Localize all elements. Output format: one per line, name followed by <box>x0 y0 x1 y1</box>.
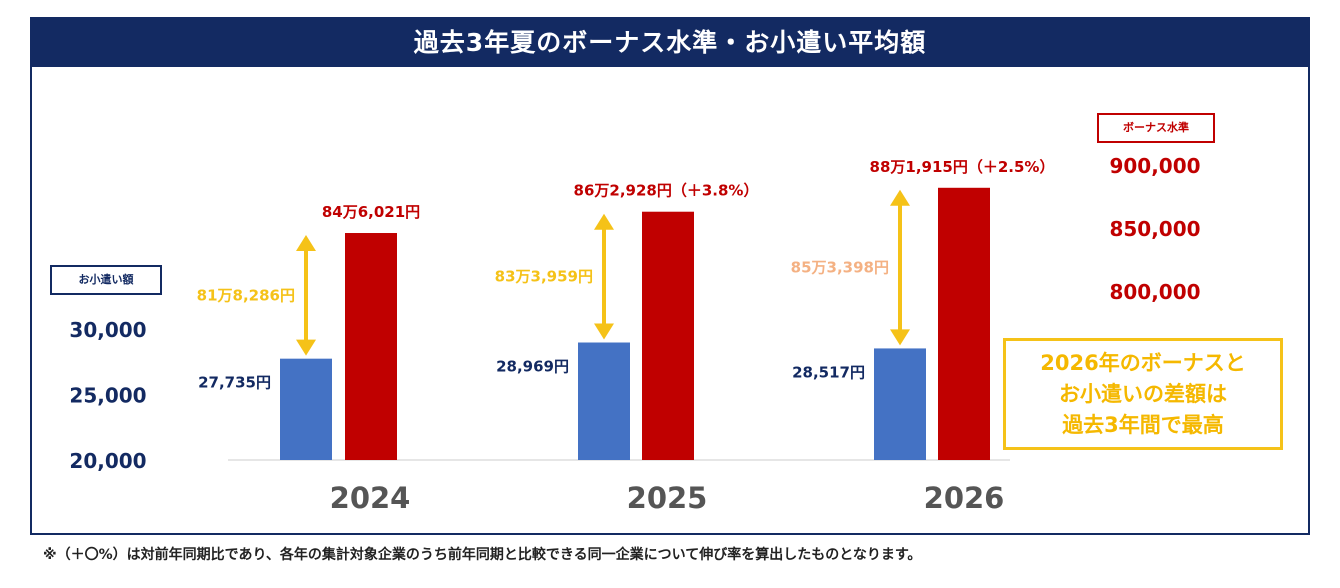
right-axis-label: ボーナス水準 <box>1097 113 1215 143</box>
right-tick-label: 850,000 <box>1109 217 1200 241</box>
difference-value-label: 83万3,959円 <box>495 268 593 286</box>
callout-line-3: 過去3年間で最高 <box>1062 412 1224 437</box>
allowance-value-label: 28,517円 <box>792 363 865 381</box>
chart-title: 過去3年夏のボーナス水準・お小遣い平均額 <box>32 19 1308 67</box>
difference-value-label: 85万3,398円 <box>791 259 889 277</box>
bonus-bar <box>938 187 990 460</box>
left-tick-label: 20,000 <box>69 449 146 473</box>
bonus-value-label: 84万6,021円 <box>322 203 420 221</box>
allowance-bar <box>280 358 332 460</box>
difference-value-label: 81万8,286円 <box>197 286 295 304</box>
difference-arrow-head-up <box>296 235 316 252</box>
allowance-value-label: 27,735円 <box>198 374 271 392</box>
category-label: 2025 <box>627 481 708 515</box>
footnote: ※（＋〇%）は対前年同期比であり、各年の集計対象企業のうち前年同期と比較できる同… <box>43 547 922 563</box>
callout-line-2: お小遣いの差額は <box>1059 381 1227 406</box>
bonus-bar <box>642 211 694 460</box>
difference-arrow-head-down <box>296 339 316 356</box>
right-tick-label: 900,000 <box>1109 154 1200 178</box>
left-tick-label: 25,000 <box>69 384 146 408</box>
left-axis-label: お小遣い額 <box>50 265 162 295</box>
category-label: 2024 <box>330 481 411 515</box>
bonus-bar <box>345 233 397 460</box>
allowance-bar <box>578 342 630 460</box>
difference-arrow-head-down <box>594 323 614 340</box>
right-tick-label: 800,000 <box>1109 280 1200 304</box>
callout-box: 2026年のボーナスと お小遣いの差額は 過去3年間で最高 <box>1003 338 1283 450</box>
allowance-bar <box>874 348 926 460</box>
category-label: 2026 <box>924 481 1005 515</box>
bonus-value-label: 88万1,915円（＋2.5%） <box>870 158 1055 176</box>
bonus-value-label: 86万2,928円（＋3.8%） <box>574 182 759 200</box>
allowance-value-label: 28,969円 <box>496 358 569 376</box>
difference-arrow-head-down <box>890 329 910 346</box>
callout-line-1: 2026年のボーナスと <box>1040 350 1246 375</box>
difference-arrow-head-up <box>594 213 614 230</box>
left-tick-label: 30,000 <box>69 318 146 342</box>
difference-arrow-head-up <box>890 189 910 206</box>
